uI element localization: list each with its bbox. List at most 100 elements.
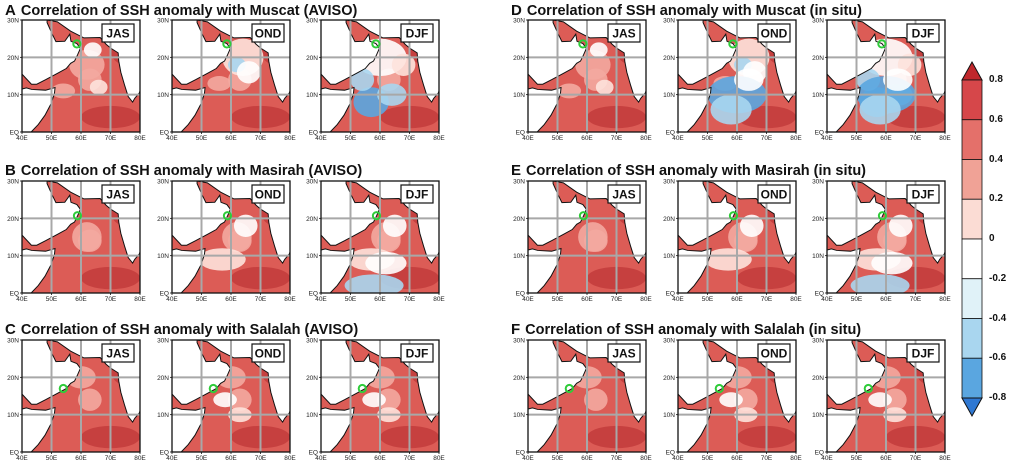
- correlation-patch: [578, 222, 608, 252]
- x-tick-label: 50E: [196, 135, 208, 142]
- x-tick-label: 80E: [134, 455, 146, 462]
- map-panel: JAS 40E 50E 60E 70E 80E EQ 10N 20N 30N: [513, 338, 652, 463]
- land-africa: [827, 406, 861, 452]
- colorbar-tick-label: 0.2: [989, 193, 1003, 205]
- y-tick-label: EQ: [666, 450, 675, 457]
- x-tick-label: 80E: [790, 296, 802, 303]
- correlation-patch: [739, 214, 764, 237]
- colorbar-segment: [961, 238, 983, 280]
- correlation-patch: [72, 222, 102, 252]
- y-tick-label: EQ: [666, 291, 675, 298]
- x-tick-label: 80E: [284, 296, 296, 303]
- season-label-box: [607, 343, 641, 363]
- y-tick-label: 20N: [7, 55, 19, 62]
- correlation-patch: [382, 214, 407, 237]
- colorbar-tick-label: 0.6: [989, 113, 1003, 125]
- land-africa: [678, 86, 712, 132]
- x-tick-label: 80E: [134, 135, 146, 142]
- y-tick-label: 20N: [663, 216, 675, 223]
- season-label: JAS: [612, 188, 635, 202]
- correlation-patch: [233, 214, 258, 237]
- y-tick-label: 10N: [157, 253, 169, 260]
- x-tick-label: 50E: [196, 296, 208, 303]
- y-tick-label: 10N: [7, 412, 19, 419]
- x-tick-label: 80E: [939, 296, 951, 303]
- x-tick-label: 70E: [105, 455, 117, 462]
- x-tick-label: 70E: [761, 296, 773, 303]
- x-tick-label: 40E: [315, 135, 327, 142]
- correlation-patch: [207, 76, 231, 91]
- correlation-patch: [734, 388, 758, 411]
- season-label: DJF: [406, 188, 429, 202]
- x-tick-label: 70E: [105, 135, 117, 142]
- station-marker: [578, 39, 588, 49]
- land-africa: [827, 247, 861, 293]
- land-africa: [321, 247, 355, 293]
- panel-title-c: C Correlation of SSH anomaly with Salalah…: [5, 321, 359, 339]
- land-africa: [22, 86, 56, 132]
- season-label-box: [251, 343, 285, 363]
- x-tick-label: 40E: [672, 296, 684, 303]
- x-tick-label: 60E: [225, 455, 237, 462]
- season-label-box: [251, 23, 285, 43]
- x-tick-label: 60E: [225, 296, 237, 303]
- season-label: JAS: [612, 27, 635, 41]
- x-tick-label: 50E: [196, 455, 208, 462]
- x-tick-label: 60E: [880, 135, 892, 142]
- colorbar-tick-label: -0.6: [989, 352, 1007, 364]
- y-tick-label: 10N: [157, 412, 169, 419]
- x-tick-label: 50E: [345, 135, 357, 142]
- station-marker: [564, 383, 574, 394]
- station-marker: [863, 383, 873, 394]
- x-tick-label: 70E: [910, 135, 922, 142]
- x-tick-label: 70E: [611, 296, 623, 303]
- map-panel: JAS 40E 50E 60E 70E 80E EQ 10N 20N 30N: [7, 179, 146, 304]
- season-label-box: [101, 23, 135, 43]
- season-label-box: [400, 23, 434, 43]
- panel-title-f: F Correlation of SSH anomaly with Salalah…: [511, 321, 862, 339]
- y-tick-label: 30N: [7, 338, 19, 345]
- x-tick-label: 50E: [46, 296, 58, 303]
- station-marker: [877, 211, 888, 221]
- x-tick-label: 60E: [75, 296, 87, 303]
- colorbar-tick-label: -0.8: [989, 392, 1007, 403]
- season-label-box: [400, 343, 434, 363]
- station-marker: [58, 383, 68, 394]
- season-label: DJF: [912, 188, 935, 202]
- y-tick-label: 20N: [812, 375, 824, 382]
- y-tick-label: 20N: [513, 55, 525, 62]
- y-tick-label: EQ: [666, 130, 675, 137]
- land-africa: [172, 86, 206, 132]
- y-tick-label: 10N: [663, 253, 675, 260]
- correlation-patch: [595, 79, 614, 95]
- correlation-patch: [350, 68, 375, 91]
- y-tick-label: EQ: [10, 291, 19, 298]
- season-label: OND: [761, 347, 788, 361]
- y-tick-label: EQ: [815, 130, 824, 137]
- station-marker: [222, 211, 233, 221]
- x-tick-label: 60E: [374, 296, 386, 303]
- panel-title-b: B Correlation of SSH anomaly with Masirah…: [5, 162, 363, 180]
- y-tick-label: 30N: [812, 18, 824, 25]
- y-tick-label: 20N: [513, 216, 525, 223]
- x-tick-label: 80E: [939, 455, 951, 462]
- x-tick-label: 40E: [16, 455, 28, 462]
- y-tick-label: 20N: [157, 55, 169, 62]
- y-tick-label: 30N: [306, 338, 318, 345]
- y-tick-label: 20N: [157, 375, 169, 382]
- land-africa: [678, 406, 712, 452]
- x-tick-label: 60E: [75, 455, 87, 462]
- map-panel: DJF 40E 50E 60E 70E 80E EQ 10N 20N 30N: [812, 179, 951, 304]
- y-tick-label: 30N: [663, 338, 675, 345]
- y-tick-label: EQ: [160, 450, 169, 457]
- x-tick-label: 50E: [702, 135, 714, 142]
- season-label-box: [607, 184, 641, 204]
- season-label: OND: [255, 347, 282, 361]
- y-tick-label: 30N: [513, 179, 525, 186]
- x-tick-label: 70E: [404, 296, 416, 303]
- x-tick-label: 70E: [105, 296, 117, 303]
- x-tick-label: 70E: [404, 135, 416, 142]
- x-tick-label: 40E: [315, 455, 327, 462]
- colorbar-tick-label: 0.4: [989, 153, 1003, 165]
